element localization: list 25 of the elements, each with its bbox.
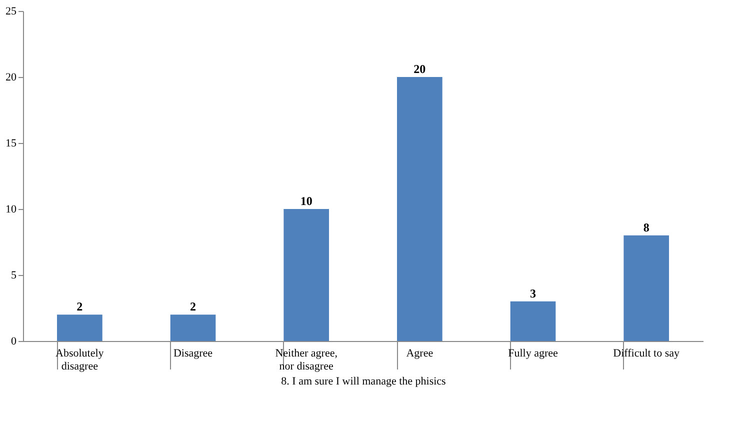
- x-tick-label: Agree: [406, 348, 434, 360]
- x-tick-label: Absolutely disagree: [56, 348, 104, 372]
- x-tick-label: Disagree: [173, 348, 213, 360]
- bar: [284, 209, 329, 341]
- bar: [57, 314, 102, 341]
- bar: [397, 77, 442, 341]
- y-tick-label: 0: [11, 336, 17, 348]
- x-tick-label: Fully agree: [508, 348, 558, 360]
- bar: [170, 314, 216, 341]
- bar: [510, 301, 556, 341]
- data-label: 3: [530, 286, 536, 300]
- data-label: 8: [643, 220, 650, 234]
- data-label: 2: [190, 300, 196, 314]
- x-tick-label: Difficult to say: [613, 348, 680, 360]
- x-axis-title: 8. I am sure I will manage the phisics: [281, 376, 446, 388]
- y-tick-label: 25: [6, 6, 17, 18]
- bar: [624, 235, 669, 341]
- data-label: 20: [414, 62, 426, 76]
- y-tick-label: 15: [6, 138, 17, 150]
- x-tick-label: Neither agree, nor disagree: [275, 348, 338, 372]
- data-label: 10: [300, 194, 312, 208]
- y-tick-label: 5: [11, 270, 17, 282]
- data-label: 2: [76, 300, 83, 314]
- y-tick-label: 20: [6, 72, 17, 84]
- y-tick-label: 10: [6, 204, 17, 216]
